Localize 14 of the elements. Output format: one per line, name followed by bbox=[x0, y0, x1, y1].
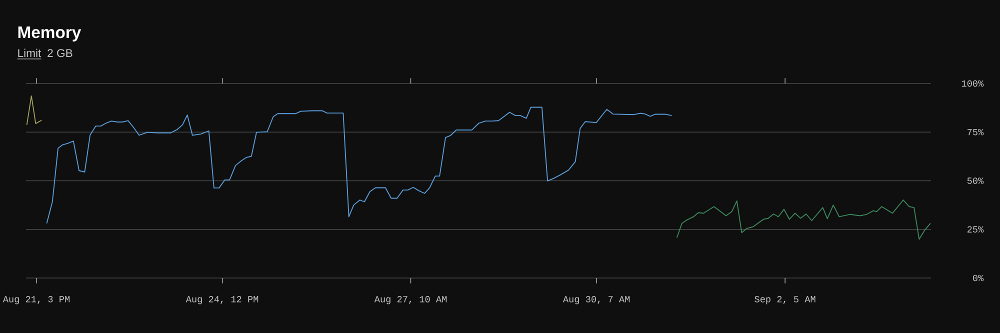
line-series bbox=[26, 95, 42, 126]
y-tick-label: 75% bbox=[968, 128, 984, 136]
x-tick-label: Aug 21, 3 PM bbox=[2, 296, 70, 304]
text: 2 GB bbox=[48, 49, 72, 58]
x-tick-label: Aug 30, 7 AM bbox=[562, 296, 630, 304]
x-tick-label: Aug 24, 12 PM bbox=[186, 296, 258, 304]
y-tick-label: 50% bbox=[967, 178, 984, 184]
y-tick-label: 25% bbox=[967, 226, 984, 233]
y-tick-label: 100% bbox=[962, 80, 984, 87]
x-tick-label: Sep 2, 5 AM bbox=[754, 296, 816, 304]
y-tick-label: 0% bbox=[972, 274, 984, 282]
x-tick-label: Aug 27, 10 AM bbox=[374, 296, 447, 304]
chart-title: Memory bbox=[18, 26, 82, 42]
chart-subtitle: Limit bbox=[18, 48, 42, 58]
